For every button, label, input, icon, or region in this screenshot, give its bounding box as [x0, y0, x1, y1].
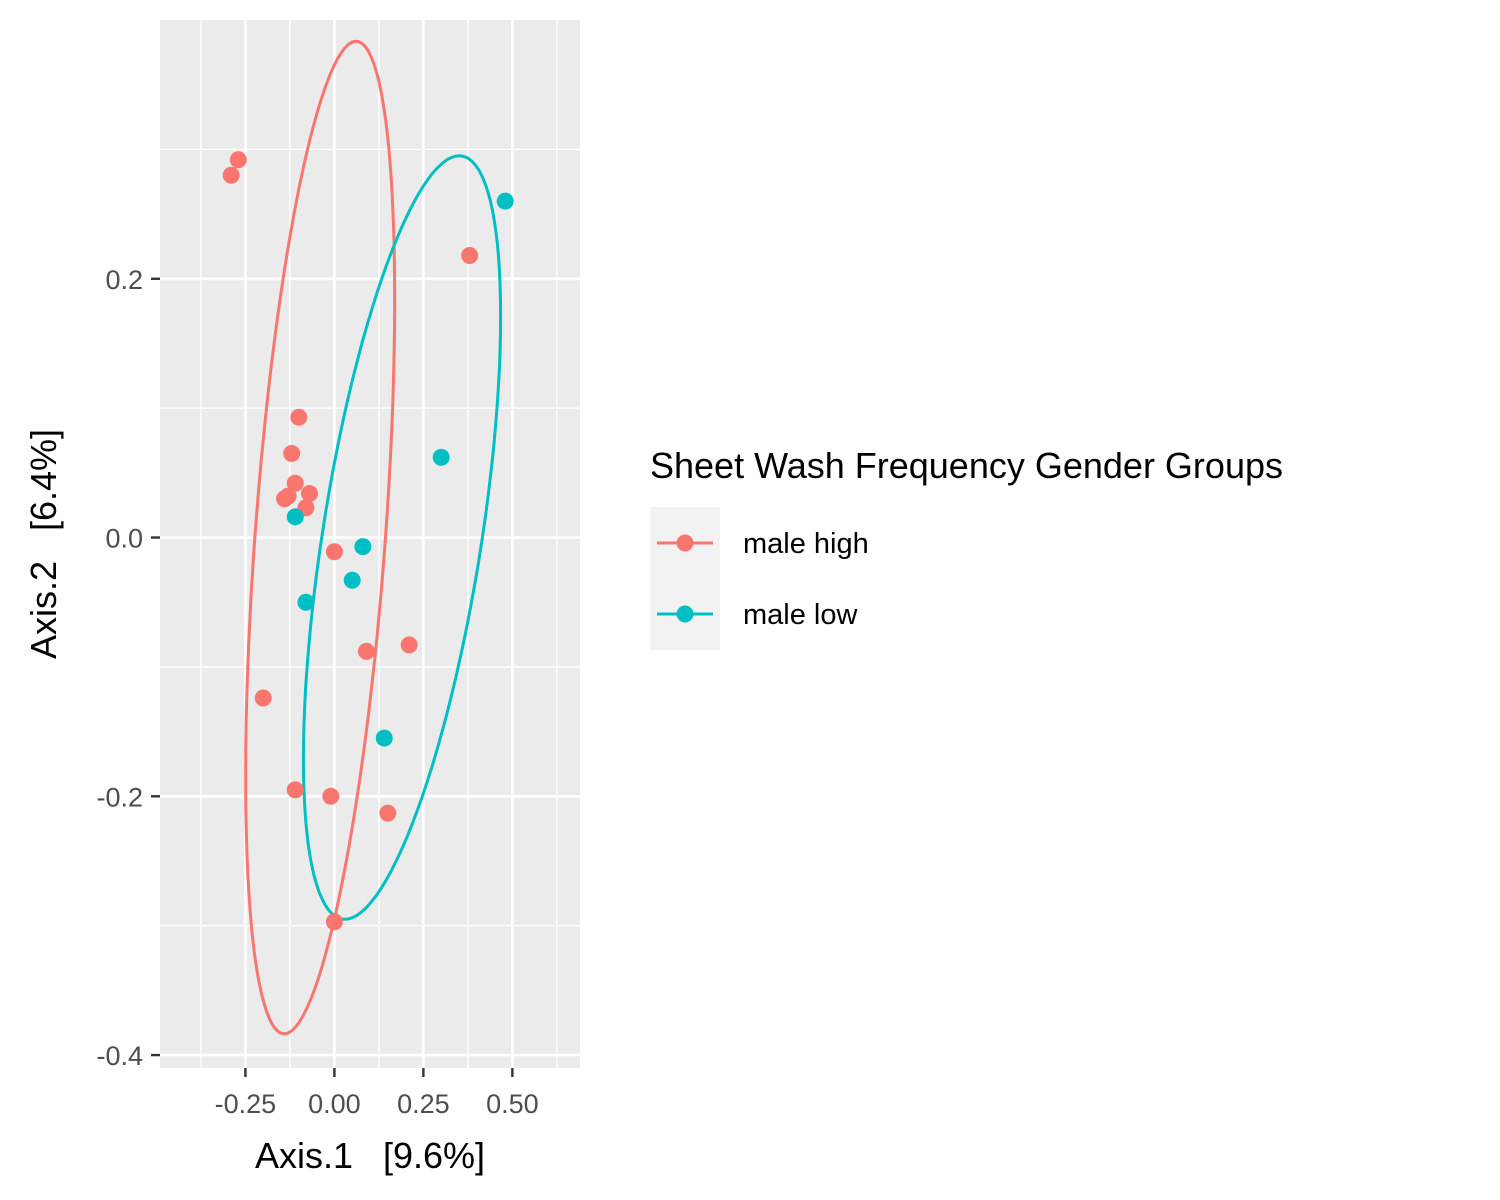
point-male-high — [286, 474, 304, 492]
minor-gridlines — [160, 20, 580, 1068]
legend: Sheet Wash Frequency Gender Groups male … — [650, 445, 1283, 650]
y-tick-label: -0.4 — [96, 1041, 143, 1071]
point-male-low — [432, 448, 450, 466]
point-male-high — [276, 490, 294, 508]
data-points — [222, 151, 514, 931]
point-male-low — [354, 538, 372, 556]
x-tick-label: 0.25 — [397, 1089, 450, 1119]
legend-point-male-low — [676, 605, 694, 623]
point-male-high — [229, 151, 247, 169]
point-male-high — [300, 485, 318, 503]
x-tick-label: -0.25 — [215, 1089, 277, 1119]
point-male-low — [343, 571, 361, 589]
point-male-low — [286, 508, 304, 526]
point-male-low — [496, 192, 514, 210]
point-male-high — [400, 636, 418, 654]
legend-label-male-high: male high — [743, 528, 869, 560]
point-male-high — [379, 804, 397, 822]
point-male-low — [375, 729, 393, 747]
point-male-high — [325, 913, 343, 931]
point-male-high — [283, 444, 301, 462]
y-tick-label: -0.2 — [96, 782, 143, 812]
y-tick-label: 0.0 — [105, 524, 143, 554]
y-axis-title: Axis.2 [6.4%] — [23, 429, 64, 659]
point-male-high — [286, 781, 304, 799]
confidence-ellipses — [244, 39, 503, 1036]
point-male-high — [461, 246, 479, 264]
x-tick-label: 0.00 — [308, 1089, 361, 1119]
x-tick-label: 0.50 — [486, 1089, 539, 1119]
y-axis: -0.4 -0.2 0.0 0.2 — [96, 265, 160, 1071]
legend-key-background — [650, 507, 720, 650]
point-male-high — [254, 689, 272, 707]
x-axis-title: Axis.1 [9.6%] — [255, 1135, 485, 1176]
legend-label-male-low: male low — [743, 599, 858, 631]
point-male-high — [322, 787, 340, 805]
point-male-high — [325, 543, 343, 561]
y-tick-label: 0.2 — [105, 265, 143, 295]
x-axis: -0.25 0.00 0.25 0.50 — [215, 1068, 539, 1119]
ellipse-male-low — [301, 154, 503, 921]
point-male-high — [357, 642, 375, 660]
point-male-high — [222, 166, 240, 184]
legend-title: Sheet Wash Frequency Gender Groups — [650, 445, 1283, 486]
point-male-high — [290, 408, 308, 426]
legend-items: male high male low — [657, 528, 869, 631]
legend-point-male-high — [676, 534, 694, 552]
point-male-low — [297, 593, 315, 611]
ellipse-male-high — [244, 39, 397, 1036]
